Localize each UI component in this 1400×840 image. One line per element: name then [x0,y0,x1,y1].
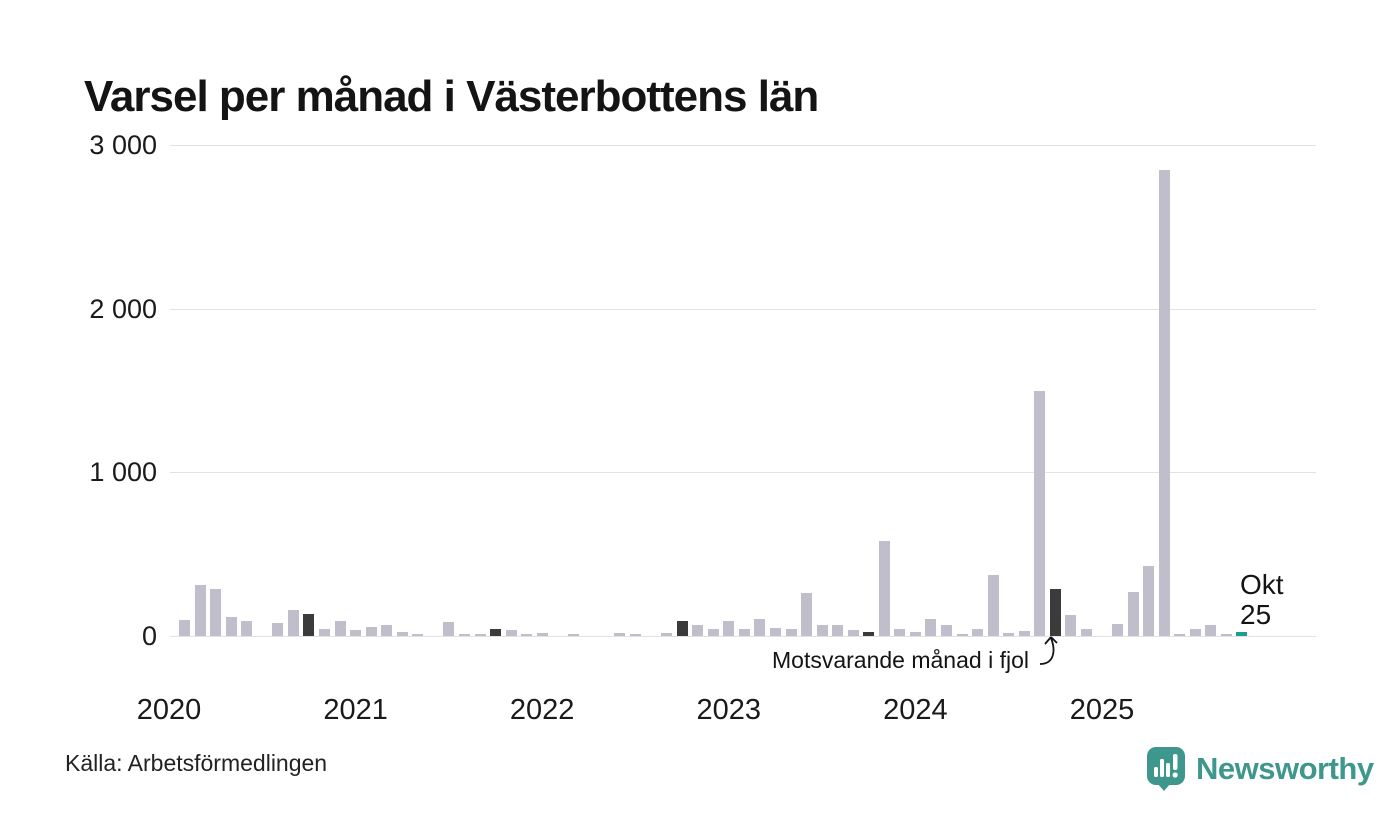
bar-2020-08 [272,622,284,636]
bar-2021-08 [458,634,470,636]
bar-2020-09 [287,609,299,636]
bar-2022-12 [707,628,719,636]
bar-2020-04 [210,588,222,636]
bar-2022-03 [567,633,579,636]
bar-2023-04 [769,627,781,636]
bar-2024-02 [925,618,937,636]
bar-2020-11 [319,628,330,636]
bar-2022-09 [661,632,673,636]
x-axis-year-label-2025: 2025 [1069,694,1135,726]
bar-2023-01 [723,621,735,636]
x-axis-year-label-2022: 2022 [509,694,575,726]
bar-2025-09 [1220,634,1232,636]
bar-2023-05 [785,628,797,636]
bar-2024-03 [941,625,952,636]
bar-2023-02 [738,629,750,636]
bar-2021-02 [365,626,377,636]
annotation-arrow-icon [1039,636,1058,665]
bar-2023-08 [832,625,844,636]
bar-2025-02 [1112,623,1124,636]
bar-2025-07 [1189,629,1201,636]
y-axis-tick-label: 0 [141,621,157,651]
bar-2021-07 [443,622,455,636]
bar-2025-04 [1143,565,1155,636]
gridline-1000 [170,472,1316,474]
bar-2021-10 [490,628,502,636]
y-axis-tick-label: 1 000 [89,457,157,488]
bar-2022-01 [536,632,548,636]
bar-2020-02 [179,620,191,636]
bar-2025-06 [1174,633,1186,636]
bar-2024-05 [972,628,984,636]
bar-2024-12 [1080,628,1092,636]
newsworthy-logo-icon [1147,747,1185,791]
y-axis-tick-label: 3 000 [89,130,157,160]
bar-2023-12 [894,629,906,636]
x-axis-year-label-2024: 2024 [883,694,948,726]
x-axis-year-label-2023: 2023 [696,694,762,726]
source-label: Källa: Arbetsförmedlingen [65,750,328,776]
bar-2024-07 [1003,632,1015,636]
y-axis-tick-label: 2 000 [89,293,157,324]
bar-2023-03 [754,618,766,636]
annotation-label: Motsvarande månad i fjol [772,647,1029,673]
newsworthy-logo-text: Newsworthy [1196,751,1374,786]
bar-2024-06 [987,575,999,636]
bar-2024-10 [1049,588,1061,636]
bar-2025-03 [1127,591,1139,636]
bar-2023-06 [801,592,813,636]
bar-2023-10 [863,631,875,636]
bar-2021-09 [474,634,486,636]
bar-2025-10 [1236,631,1248,636]
bar-2023-09 [847,630,859,636]
gridline-2000 [170,308,1316,310]
x-axis-year-label-2021: 2021 [323,694,388,726]
bar-2024-11 [1065,614,1077,636]
chart-title: Varsel per månad i Västerbottens län [84,72,819,121]
bar-2023-11 [878,541,890,636]
bar-2020-03 [194,585,206,636]
bar-2021-04 [396,631,408,636]
bar-2020-12 [334,621,346,636]
bar-2024-01 [909,631,921,636]
bar-2021-05 [412,633,424,636]
current-month-label-line2: 25 [1240,599,1272,630]
gridline-3000 [170,145,1316,146]
bar-2020-05 [225,617,237,636]
bar-2024-04 [956,634,968,636]
bar-2022-07 [630,634,641,636]
bar-2024-08 [1018,631,1030,636]
newsworthy-logo: Newsworthy [1146,746,1374,792]
bar-2021-11 [505,630,517,636]
bar-2021-01 [350,630,362,636]
bar-2021-12 [521,633,533,636]
x-axis-year-label-2020: 2020 [136,694,202,726]
gridline-0 [170,636,1316,637]
bar-2021-03 [381,625,393,636]
bar-2025-08 [1205,624,1217,636]
bar-2024-09 [1034,390,1046,636]
bar-2020-06 [241,621,253,636]
current-month-label: Okt 25 [1240,570,1284,630]
bar-2022-11 [692,624,704,636]
bar-2025-05 [1158,169,1170,636]
current-month-label-line1: Okt [1240,569,1284,600]
bar-2022-10 [676,621,688,636]
bar-2020-10 [303,613,315,636]
bar-2022-06 [614,632,626,636]
bar-2023-07 [816,625,828,636]
